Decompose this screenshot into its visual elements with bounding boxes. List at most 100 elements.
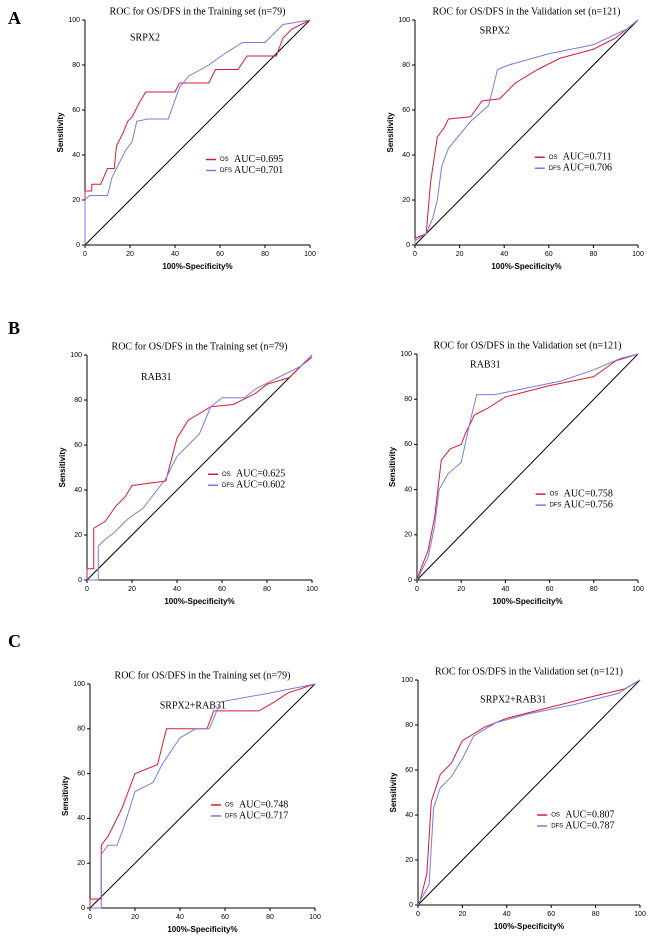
- x-tick-label: 100: [632, 586, 644, 593]
- x-tick-label: 100: [306, 586, 318, 593]
- x-axis-label: 100%-Specificity%: [162, 262, 232, 271]
- legend-label: OS: [220, 157, 229, 163]
- chart-title: ROC for OS/DFS in the Validation set (n=…: [435, 666, 623, 677]
- x-tick-label: 60: [547, 911, 555, 918]
- annotation: RAB31: [141, 372, 172, 383]
- x-tick-label: 80: [263, 586, 271, 593]
- y-tick-label: 60: [72, 107, 80, 114]
- y-axis-label: Sensitivity: [386, 112, 395, 153]
- legend-label: DFS: [551, 824, 563, 830]
- legend-label: DFS: [220, 168, 232, 174]
- reference-line: [89, 683, 316, 909]
- legend-auc: AUC=0.807: [565, 809, 614, 820]
- y-tick-label: 0: [409, 902, 413, 909]
- panel-label: C: [8, 631, 21, 651]
- annotation: SRPX2+RAB31: [480, 695, 546, 706]
- x-tick-label: 80: [261, 251, 269, 258]
- chart-title: ROC for OS/DFS in the Training set (n=79…: [110, 6, 286, 17]
- legend-auc: AUC=0.695: [234, 154, 283, 165]
- roc-curve: [90, 683, 316, 909]
- x-tick-label: 60: [545, 251, 553, 258]
- y-tick-label: 20: [402, 197, 410, 204]
- annotation: RAB31: [470, 360, 501, 371]
- legend-label: DFS: [549, 166, 561, 172]
- x-tick-label: 60: [216, 251, 224, 258]
- roc-curve: [87, 354, 313, 581]
- reference-line: [416, 353, 639, 581]
- y-tick-label: 80: [405, 722, 413, 729]
- legend-auc: AUC=0.787: [565, 820, 614, 831]
- roc-curve: [86, 356, 313, 580]
- x-tick-label: 0: [85, 586, 89, 593]
- y-tick-label: 40: [72, 152, 80, 159]
- x-axis-label: 100%-Specificity%: [492, 597, 562, 606]
- x-tick-label: 100: [304, 251, 316, 258]
- x-tick-label: 80: [590, 586, 598, 593]
- y-tick-label: 80: [74, 397, 82, 404]
- x-tick-label: 0: [83, 251, 87, 258]
- roc-curve: [417, 679, 641, 906]
- y-axis-label: Sensitivity: [61, 775, 70, 816]
- x-tick-label: 80: [592, 911, 600, 918]
- y-tick-label: 20: [405, 857, 413, 864]
- x-tick-label: 100: [309, 914, 321, 921]
- legend-label: DFS: [550, 503, 562, 509]
- reference-line: [86, 354, 313, 581]
- x-tick-label: 20: [128, 586, 136, 593]
- x-tick-label: 100: [632, 251, 644, 258]
- y-tick-label: 100: [68, 17, 80, 24]
- annotation: SRPX2+RAB31: [160, 701, 226, 712]
- x-axis-label: 100%-Specificity%: [167, 925, 237, 934]
- x-tick-label: 0: [413, 251, 417, 258]
- panel-label: B: [8, 318, 20, 338]
- y-tick-label: 40: [404, 486, 412, 493]
- x-tick-label: 20: [459, 911, 467, 918]
- legend-label: OS: [225, 803, 234, 809]
- y-tick-label: 0: [406, 242, 410, 249]
- y-tick-label: 20: [404, 532, 412, 539]
- y-tick-label: 60: [405, 767, 413, 774]
- x-tick-label: 40: [173, 586, 181, 593]
- chart-title: ROC for OS/DFS in the Validation set (n=…: [433, 6, 621, 17]
- roc-curve: [84, 19, 311, 245]
- x-tick-label: 40: [502, 586, 510, 593]
- y-tick-label: 80: [77, 726, 85, 733]
- y-tick-label: 20: [74, 532, 82, 539]
- roc-curve: [414, 19, 639, 245]
- y-tick-label: 0: [81, 905, 85, 912]
- chart-title: ROC for OS/DFS in the Validation set (n=…: [434, 340, 622, 351]
- y-tick-label: 80: [402, 62, 410, 69]
- legend-label: OS: [550, 492, 559, 498]
- x-tick-label: 80: [266, 914, 274, 921]
- y-tick-label: 80: [72, 62, 80, 69]
- panel-label: A: [8, 8, 21, 28]
- y-tick-label: 0: [78, 577, 82, 584]
- y-tick-label: 100: [400, 351, 412, 358]
- x-tick-label: 80: [590, 251, 598, 258]
- x-axis-label: 100%-Specificity%: [491, 262, 561, 271]
- legend-auc: AUC=0.701: [234, 165, 283, 176]
- y-tick-label: 60: [77, 770, 85, 777]
- legend-label: OS: [549, 155, 558, 161]
- reference-line: [414, 19, 639, 246]
- x-tick-label: 40: [171, 251, 179, 258]
- x-axis-label: 100%-Specificity%: [164, 597, 234, 606]
- annotation: SRPX2: [480, 26, 510, 37]
- y-tick-label: 20: [72, 197, 80, 204]
- y-axis-label: Sensitivity: [388, 446, 397, 487]
- x-tick-label: 60: [221, 914, 229, 921]
- y-tick-label: 100: [398, 17, 410, 24]
- y-tick-label: 40: [405, 812, 413, 819]
- x-tick-label: 20: [457, 586, 465, 593]
- x-tick-label: 40: [500, 251, 508, 258]
- x-tick-label: 20: [131, 914, 139, 921]
- y-axis-label: Sensitivity: [58, 447, 67, 488]
- roc-curve: [416, 353, 639, 581]
- legend-label: OS: [551, 813, 560, 819]
- x-tick-label: 60: [218, 586, 226, 593]
- y-tick-label: 0: [76, 242, 80, 249]
- legend-auc: AUC=0.706: [563, 163, 612, 174]
- chart-title: ROC for OS/DFS in the Training set (n=79…: [115, 670, 291, 681]
- x-tick-label: 20: [456, 251, 464, 258]
